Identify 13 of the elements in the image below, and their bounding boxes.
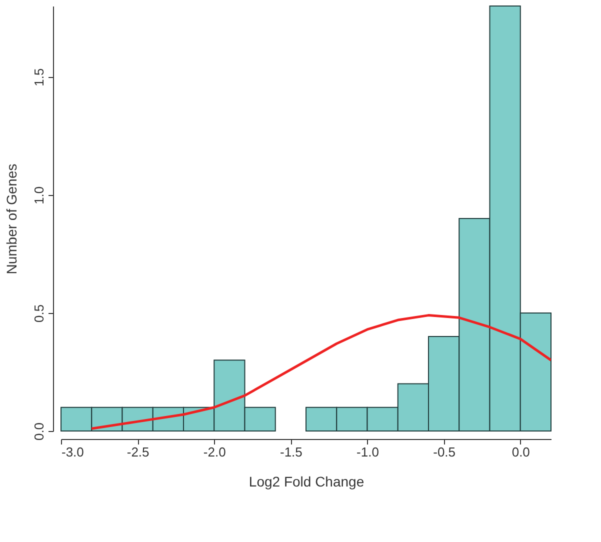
y-tick-label: 1.0 (32, 186, 46, 204)
x-axis-title: Log2 Fold Change (248, 474, 364, 490)
x-tick-label: -1.0 (356, 444, 379, 460)
x-tick-label: -3.0 (62, 444, 84, 460)
y-tick-label: 1.5 (32, 68, 46, 86)
x-tick-label: -2.0 (203, 444, 226, 460)
x-tick-label: 0.0 (512, 444, 530, 460)
y-tick-label: 0.5 (32, 304, 46, 322)
x-tick-label: -0.5 (433, 444, 456, 460)
x-tick-label: -1.5 (280, 444, 302, 460)
y-axis-title: Number of Genes (4, 164, 20, 274)
y-tick-label: 0.0 (32, 422, 46, 441)
x-tick-label: -2.5 (126, 444, 150, 460)
